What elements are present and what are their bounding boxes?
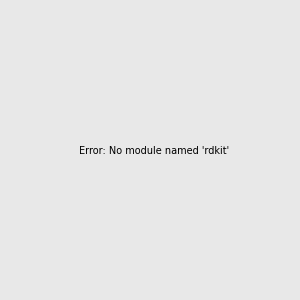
Text: Error: No module named 'rdkit': Error: No module named 'rdkit' [79, 146, 229, 157]
